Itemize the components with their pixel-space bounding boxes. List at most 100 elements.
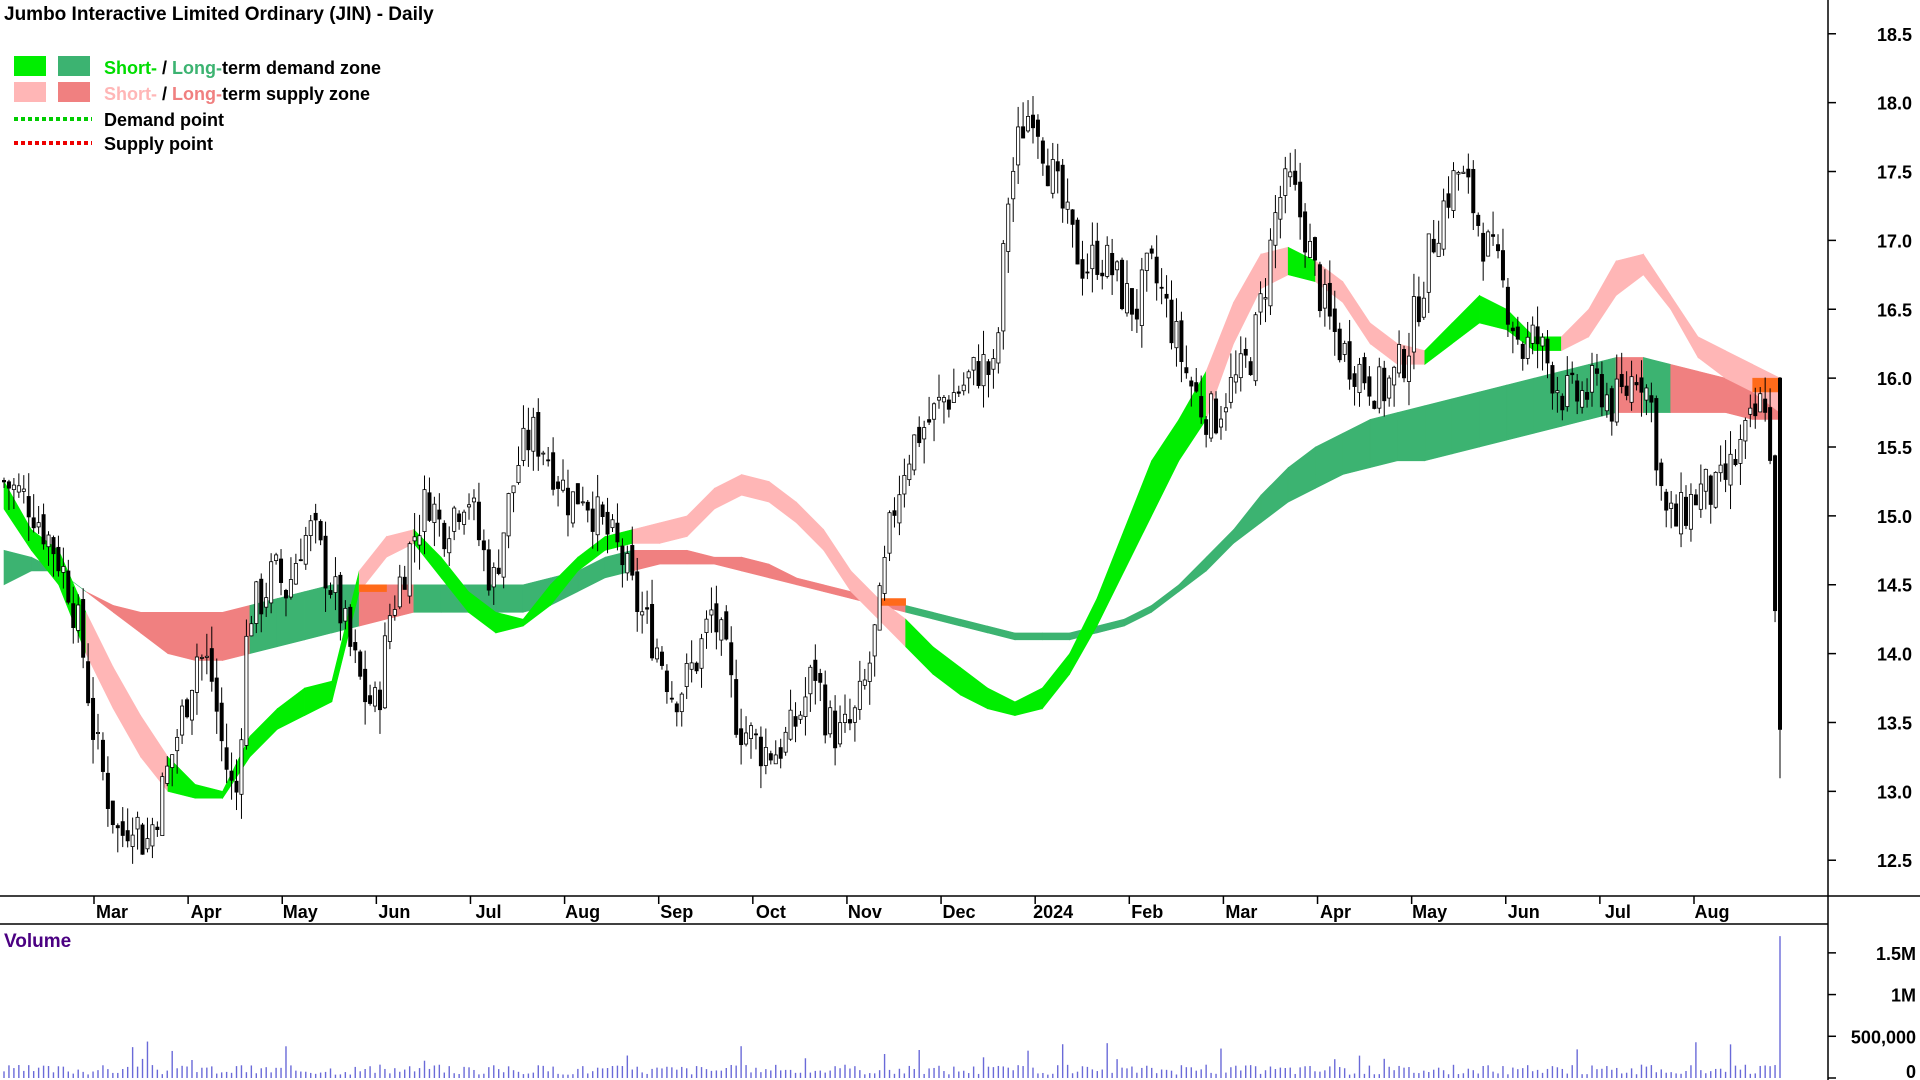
month-label-13: Apr xyxy=(1320,902,1351,922)
long-zone-seg-33 xyxy=(905,605,934,620)
candle-body-79 xyxy=(392,609,397,616)
candle-body-227 xyxy=(1124,283,1129,314)
legend-supply-label: Short- / Long-term supply zone xyxy=(104,84,370,104)
candle-body-308 xyxy=(1525,336,1530,359)
candle-body-268 xyxy=(1327,282,1332,317)
candle-body-67 xyxy=(333,576,338,593)
candle-body-284 xyxy=(1406,355,1411,382)
candle-body-196 xyxy=(971,357,976,371)
candle-body-87 xyxy=(432,503,437,523)
long-zone-seg-38 xyxy=(1041,632,1070,641)
candle-body-69 xyxy=(343,607,348,622)
candle-body-37 xyxy=(185,699,190,718)
short-zone-seg-58 xyxy=(1588,259,1617,338)
month-label-9: Dec xyxy=(943,902,976,922)
candle-body-324 xyxy=(1604,394,1609,412)
candle-body-321 xyxy=(1590,365,1595,393)
candle-body-296 xyxy=(1466,168,1471,178)
candle-body-39 xyxy=(194,656,199,693)
candle-body-113 xyxy=(561,479,566,491)
short-zone-seg-59 xyxy=(1615,253,1644,297)
long-zone-seg-45 xyxy=(1233,494,1262,545)
candle-body-292 xyxy=(1446,193,1451,208)
long-zone-seg-49 xyxy=(1342,418,1371,475)
candle-body-29 xyxy=(145,838,150,850)
candle-body-310 xyxy=(1535,326,1540,345)
candle-body-85 xyxy=(422,489,427,532)
candle-body-230 xyxy=(1139,269,1144,326)
candle-body-118 xyxy=(585,501,590,511)
candle-body-225 xyxy=(1115,261,1120,271)
month-label-17: Aug xyxy=(1695,902,1730,922)
candle-body-117 xyxy=(580,501,585,504)
candle-body-351 xyxy=(1738,439,1743,464)
price-axis: 18.5 18.0 17.5 17.0 16.5 16.0 15.5 15.0 14.5 14.0… xyxy=(1828,25,1912,871)
candle-body-243 xyxy=(1204,419,1209,435)
candle-body-105 xyxy=(521,427,526,461)
short-zone-seg-60 xyxy=(1643,253,1672,311)
candle-body-320 xyxy=(1585,391,1590,400)
candle-body-240 xyxy=(1189,380,1194,387)
candle-body-213 xyxy=(1055,161,1060,172)
candle-body-161 xyxy=(798,714,803,720)
short-zone-seg-37 xyxy=(1014,687,1043,716)
candle-body-92 xyxy=(457,513,462,523)
long-zone-seg-52 xyxy=(1424,398,1453,462)
candle-body-129 xyxy=(640,611,645,616)
long-zone-seg-53 xyxy=(1451,391,1480,455)
candle-body-274 xyxy=(1357,363,1362,393)
candle-body-34 xyxy=(170,754,175,768)
candle-body-307 xyxy=(1520,343,1525,359)
candle-body-43 xyxy=(214,677,219,712)
candle-body-259 xyxy=(1283,168,1288,196)
candle-body-244 xyxy=(1209,393,1214,439)
candle-body-10 xyxy=(51,537,56,555)
candle-body-346 xyxy=(1713,471,1718,508)
price-tick-label-2: 17.5 xyxy=(1877,163,1912,183)
short-zone-seg-7 xyxy=(194,784,223,799)
candle-body-325 xyxy=(1609,388,1614,422)
candle-body-209 xyxy=(1035,119,1040,137)
candle-body-141 xyxy=(699,638,704,669)
candle-body-137 xyxy=(679,693,684,713)
candle-body-179 xyxy=(887,512,892,554)
candle-body-207 xyxy=(1026,116,1031,132)
short-zone-seg-23 xyxy=(632,522,661,544)
candle-body-254 xyxy=(1258,293,1263,313)
candle-body-327 xyxy=(1619,374,1624,387)
candle-body-65 xyxy=(323,535,328,589)
candle-body-202 xyxy=(1001,243,1006,332)
candle-body-251 xyxy=(1243,348,1248,356)
candle-body-47 xyxy=(234,780,239,793)
legend-supply-long: Long- xyxy=(172,84,222,104)
long-zone-seg-24 xyxy=(659,550,688,565)
candle-body-210 xyxy=(1040,140,1045,164)
candle-body-51 xyxy=(254,581,259,624)
month-label-6: Sep xyxy=(660,902,693,922)
candle-body-128 xyxy=(635,571,640,612)
candle-body-32 xyxy=(160,776,165,837)
candle-body-226 xyxy=(1120,259,1125,310)
legend: Short- / Long-term demand zone Short- / … xyxy=(14,56,381,154)
candle-body-106 xyxy=(526,429,531,451)
candle-body-167 xyxy=(828,707,833,735)
candle-body-90 xyxy=(447,538,452,554)
candle-body-52 xyxy=(259,578,264,615)
candle-body-264 xyxy=(1308,240,1313,258)
price-tick-label-5: 16.0 xyxy=(1877,369,1912,389)
long-zone-seg-35 xyxy=(960,618,988,634)
candle-body-256 xyxy=(1268,239,1273,307)
candle-body-15 xyxy=(76,604,81,631)
long-zone-seg-55 xyxy=(1506,377,1535,441)
candle-body-212 xyxy=(1050,159,1055,194)
candle-body-176 xyxy=(872,624,877,657)
short-zone-seg-61 xyxy=(1670,294,1699,359)
candle-body-188 xyxy=(932,403,937,420)
candle-body-356 xyxy=(1763,398,1768,413)
candle-body-283 xyxy=(1402,349,1407,379)
candle-body-2 xyxy=(11,484,16,491)
price-tick-label-11: 13.0 xyxy=(1877,782,1912,802)
candle-body-193 xyxy=(956,391,961,394)
candle-body-5 xyxy=(26,496,31,518)
